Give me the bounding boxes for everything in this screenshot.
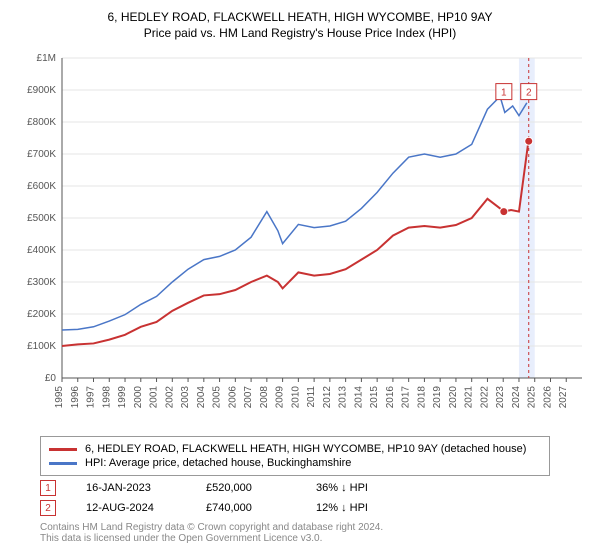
date-cell: 16-JAN-2023 [86, 482, 176, 494]
svg-text:2011: 2011 [306, 386, 317, 408]
svg-text:£1M: £1M [37, 53, 56, 64]
svg-text:1999: 1999 [117, 386, 128, 409]
svg-text:1997: 1997 [86, 386, 97, 409]
footnote: Contains HM Land Registry data © Crown c… [40, 522, 590, 544]
price-cell: £740,000 [206, 502, 286, 514]
svg-text:2023: 2023 [495, 386, 506, 409]
marker-badge-1: 1 [40, 480, 56, 496]
svg-text:2002: 2002 [164, 386, 175, 409]
svg-text:2010: 2010 [290, 386, 301, 409]
svg-text:2019: 2019 [432, 386, 443, 409]
svg-text:£900K: £900K [27, 85, 56, 96]
chart-title-sub: Price paid vs. HM Land Registry's House … [10, 26, 590, 40]
svg-text:2026: 2026 [542, 386, 553, 409]
svg-text:£200K: £200K [27, 309, 56, 320]
svg-text:2024: 2024 [511, 386, 522, 409]
pct-cell: 12% ↓ HPI [316, 502, 406, 514]
legend-swatch-blue [49, 462, 77, 465]
date-cell: 12-AUG-2024 [86, 502, 176, 514]
svg-text:2: 2 [526, 88, 532, 99]
svg-text:2008: 2008 [259, 386, 270, 409]
legend-row: HPI: Average price, detached house, Buck… [49, 457, 541, 469]
footnote-line: This data is licensed under the Open Gov… [40, 533, 590, 544]
svg-text:2000: 2000 [133, 386, 144, 409]
svg-text:2009: 2009 [275, 386, 286, 409]
svg-text:2013: 2013 [338, 386, 349, 409]
legend-label: HPI: Average price, detached house, Buck… [85, 457, 351, 469]
svg-text:2025: 2025 [527, 386, 538, 409]
svg-text:2016: 2016 [385, 386, 396, 409]
svg-text:2006: 2006 [227, 386, 238, 409]
svg-text:2021: 2021 [464, 386, 475, 409]
svg-text:2005: 2005 [212, 386, 223, 409]
svg-text:£300K: £300K [27, 277, 56, 288]
footnote-line: Contains HM Land Registry data © Crown c… [40, 522, 590, 533]
chart-title-address: 6, HEDLEY ROAD, FLACKWELL HEATH, HIGH WY… [10, 10, 590, 24]
svg-text:2004: 2004 [196, 386, 207, 409]
svg-text:2022: 2022 [479, 386, 490, 409]
svg-text:£400K: £400K [27, 245, 56, 256]
legend-swatch-red [49, 448, 77, 451]
marker-badge-2: 2 [40, 500, 56, 516]
svg-text:2007: 2007 [243, 386, 254, 409]
legend-row: 6, HEDLEY ROAD, FLACKWELL HEATH, HIGH WY… [49, 443, 541, 455]
transaction-table: 1 16-JAN-2023 £520,000 36% ↓ HPI 2 12-AU… [40, 480, 590, 516]
svg-text:2014: 2014 [353, 386, 364, 409]
svg-text:2020: 2020 [448, 386, 459, 409]
table-row: 2 12-AUG-2024 £740,000 12% ↓ HPI [40, 500, 590, 516]
svg-text:£100K: £100K [27, 341, 56, 352]
svg-text:2018: 2018 [416, 386, 427, 409]
svg-text:1: 1 [501, 88, 507, 99]
svg-text:£500K: £500K [27, 213, 56, 224]
chart-area: £0 £100K £200K £300K £400K £500K £600K £700K £80… [10, 48, 590, 428]
table-row: 1 16-JAN-2023 £520,000 36% ↓ HPI [40, 480, 590, 496]
legend-label: 6, HEDLEY ROAD, FLACKWELL HEATH, HIGH WY… [85, 443, 526, 455]
pct-cell: 36% ↓ HPI [316, 482, 406, 494]
line-chart-svg: £0 £100K £200K £300K £400K £500K £600K £700K £80… [10, 48, 590, 428]
svg-text:£700K: £700K [27, 149, 56, 160]
svg-text:2027: 2027 [558, 386, 569, 409]
svg-text:1998: 1998 [101, 386, 112, 409]
svg-text:£800K: £800K [27, 117, 56, 128]
svg-text:£600K: £600K [27, 181, 56, 192]
svg-text:£0: £0 [45, 373, 57, 384]
svg-text:2017: 2017 [401, 386, 412, 409]
svg-text:1995: 1995 [54, 386, 65, 409]
price-cell: £520,000 [206, 482, 286, 494]
svg-text:2012: 2012 [322, 386, 333, 409]
svg-text:2003: 2003 [180, 386, 191, 409]
svg-text:2015: 2015 [369, 386, 380, 409]
svg-text:2001: 2001 [149, 386, 160, 409]
legend: 6, HEDLEY ROAD, FLACKWELL HEATH, HIGH WY… [40, 436, 550, 476]
svg-text:1996: 1996 [70, 386, 81, 409]
